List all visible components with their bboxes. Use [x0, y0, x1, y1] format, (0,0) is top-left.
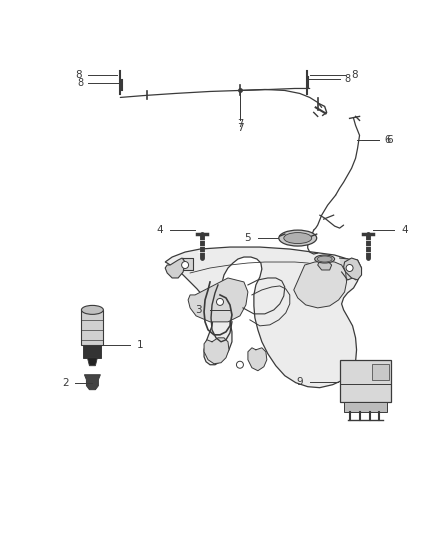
Polygon shape: [248, 348, 267, 371]
Ellipse shape: [346, 264, 353, 271]
Polygon shape: [339, 258, 361, 280]
Polygon shape: [339, 360, 392, 402]
Text: 8: 8: [78, 78, 84, 88]
Ellipse shape: [182, 262, 189, 269]
Ellipse shape: [237, 361, 244, 368]
Text: 9: 9: [297, 377, 303, 387]
Polygon shape: [343, 258, 361, 280]
Ellipse shape: [317, 256, 332, 262]
Text: 8: 8: [75, 70, 82, 80]
Text: 6: 6: [386, 135, 393, 146]
Ellipse shape: [279, 230, 317, 246]
Polygon shape: [183, 258, 193, 270]
Polygon shape: [83, 345, 101, 358]
Text: 8: 8: [351, 70, 358, 80]
Text: 7: 7: [237, 119, 243, 130]
Text: 2: 2: [62, 378, 69, 387]
Text: 8: 8: [345, 75, 351, 85]
Text: 3: 3: [195, 305, 201, 315]
Text: 7: 7: [237, 123, 243, 133]
Polygon shape: [165, 247, 360, 387]
Polygon shape: [204, 338, 229, 364]
Text: 4: 4: [401, 225, 408, 235]
Polygon shape: [318, 261, 332, 270]
Text: 5: 5: [244, 233, 251, 243]
Text: 4: 4: [157, 225, 163, 235]
Polygon shape: [85, 375, 100, 390]
Polygon shape: [188, 278, 248, 322]
Ellipse shape: [284, 232, 312, 244]
Polygon shape: [165, 258, 185, 278]
Polygon shape: [343, 402, 388, 411]
Polygon shape: [88, 358, 97, 366]
Text: 1: 1: [137, 340, 144, 350]
Text: 6: 6: [385, 135, 391, 146]
Ellipse shape: [216, 298, 223, 305]
Polygon shape: [81, 310, 103, 345]
Ellipse shape: [314, 255, 335, 263]
Polygon shape: [294, 261, 346, 308]
Ellipse shape: [81, 305, 103, 314]
Polygon shape: [371, 364, 389, 379]
